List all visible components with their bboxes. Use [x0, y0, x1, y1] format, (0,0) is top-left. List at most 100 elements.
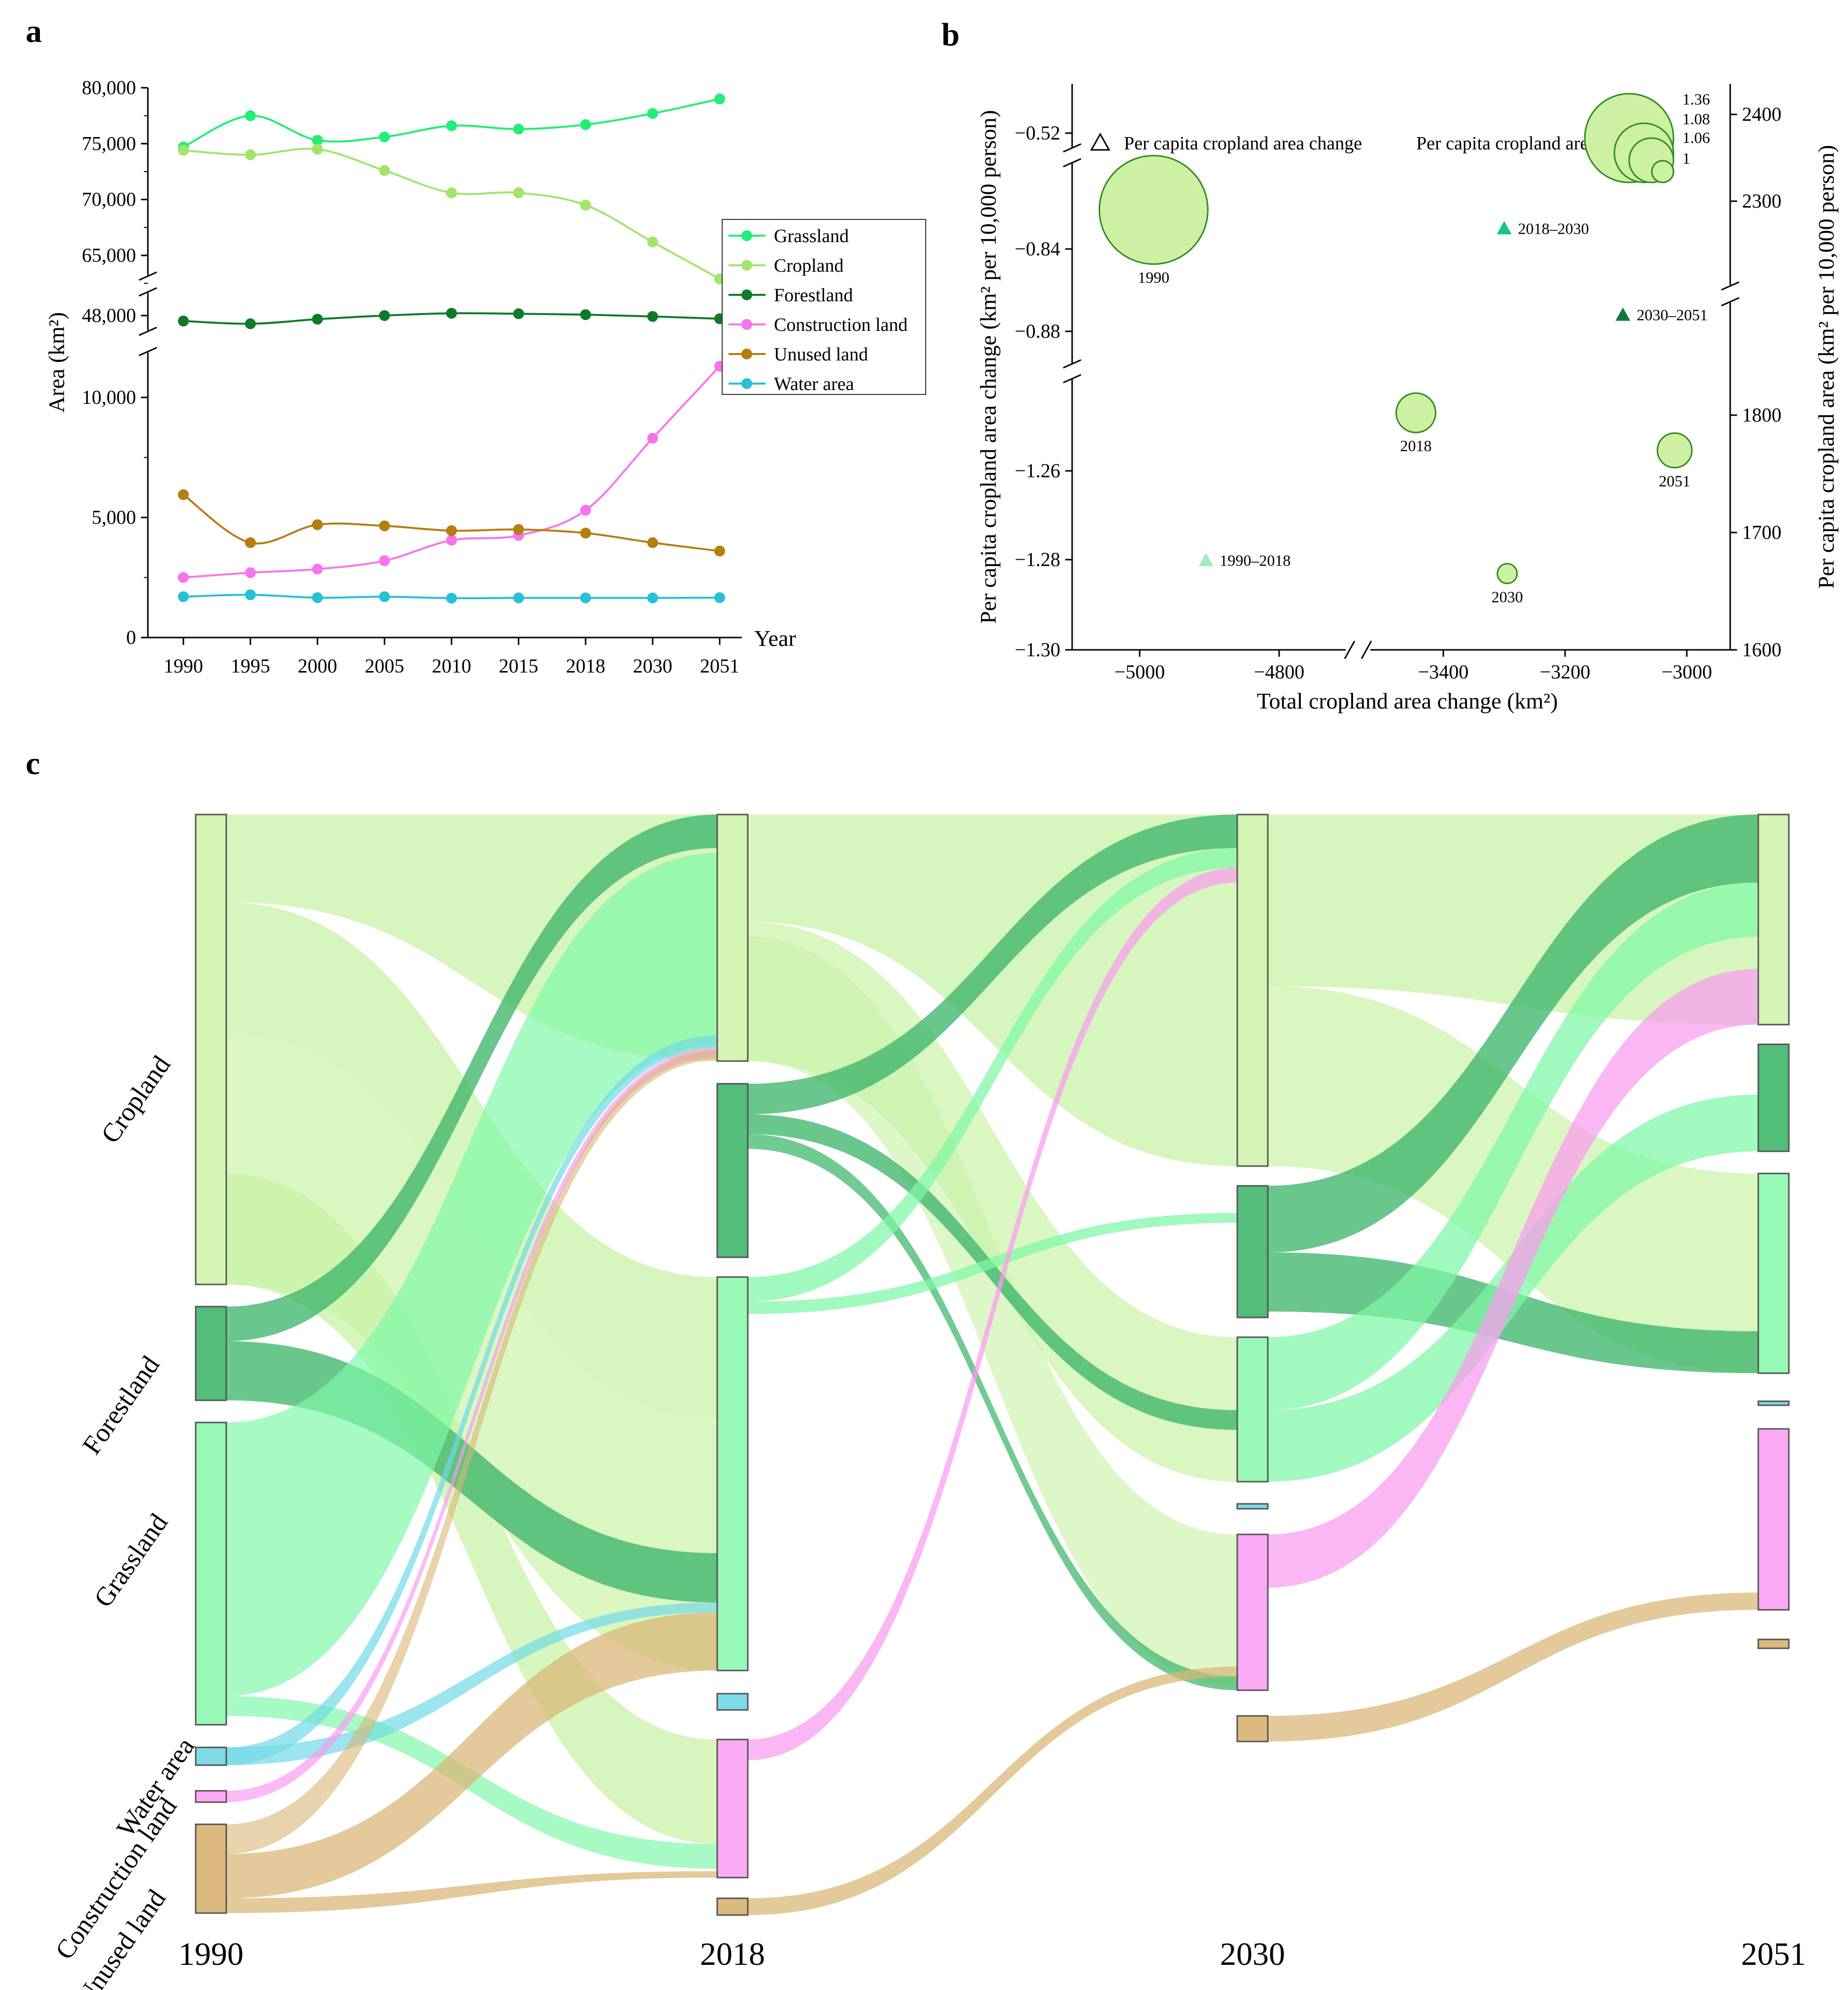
series-point: [178, 316, 189, 327]
series-point: [647, 432, 658, 444]
axis-break-mark: [139, 271, 157, 281]
series-point: [647, 108, 658, 119]
sankey-node-water: [716, 1693, 749, 1711]
left-y-tick-label: −1.26: [1014, 460, 1060, 482]
series-point: [647, 311, 658, 322]
left-y-tick-label: −1.28: [1014, 548, 1060, 570]
legend-bubble-value: 1.08: [1682, 110, 1710, 128]
series-point: [379, 591, 390, 603]
series-point: [312, 143, 323, 155]
y-axis-title: Area (km²): [44, 312, 69, 413]
series-line-construction-land: [183, 365, 721, 579]
sankey-node-grass: [1236, 1336, 1269, 1483]
line-chart-series: [178, 93, 725, 604]
sankey-flow-grass-to-crop: [748, 848, 1237, 1302]
sankey-flow-unused-to-cons: [226, 1871, 717, 1913]
sankey-node-water: [1236, 1503, 1269, 1510]
legend-marker: [741, 319, 752, 330]
axis-break-mark: [139, 347, 157, 356]
sankey-node-crop: [1757, 814, 1790, 1026]
series-point: [312, 135, 323, 146]
legend-marker: [741, 260, 752, 271]
left-y-tick-label: −1.30: [1014, 639, 1060, 661]
left-y-tick-label: −0.88: [1014, 320, 1060, 342]
series-point: [513, 123, 524, 135]
x-tick-label: −3200: [1540, 661, 1591, 683]
triangle-label: 1990–2018: [1220, 552, 1290, 569]
series-point: [245, 567, 256, 578]
sankey-nodes: [195, 814, 1790, 1916]
x-tick-label: 1995: [231, 655, 270, 677]
sankey-flow-unused-to-crop: [226, 1050, 717, 1854]
y-tick-label: 75,000: [82, 132, 136, 154]
sankey-node-forest: [1236, 1185, 1269, 1318]
legend-label: Unused land: [774, 344, 868, 365]
series-point: [379, 555, 390, 567]
legend-bubble: [1651, 160, 1674, 183]
x-tick-label: 2010: [432, 655, 471, 677]
series-point: [312, 564, 323, 575]
sankey-flow-grass-to-crop: [1268, 883, 1758, 1410]
sankey-flow-forest-to-cons: [748, 1134, 1237, 1690]
series-point: [647, 537, 658, 548]
x-tick-label: 2030: [633, 655, 672, 677]
sankey-class-label: Grassland: [88, 1508, 174, 1612]
triangle-1990–2018: [1198, 553, 1214, 567]
bubble-label: 2030: [1492, 588, 1523, 605]
legend-label: Cropland: [774, 255, 843, 276]
panel-c-letter: c: [26, 746, 40, 782]
x-tick-label: 2000: [298, 655, 337, 677]
series-point: [647, 592, 658, 604]
sankey-node-grass: [716, 1276, 749, 1671]
series-point: [379, 131, 390, 142]
sankey-node-forest: [1757, 1043, 1790, 1152]
series-point: [446, 593, 457, 604]
sankey-flows: [226, 815, 1758, 1915]
legend-bubble-value: 1.36: [1682, 90, 1710, 108]
sankey-node-forest: [716, 1083, 749, 1258]
sankey-flow-grass-to-crop: [226, 853, 717, 1696]
x-tick-label: 2018: [566, 655, 605, 677]
x-tick-label: 2051: [700, 655, 739, 677]
series-point: [446, 308, 457, 319]
line-chart-axes: 0 5,000 10,000 48,000 65,000 70,000 75,000 80,0…: [44, 76, 796, 677]
legend-label: Water area: [774, 374, 854, 394]
sankey-flow-water-to-crop: [226, 1035, 717, 1765]
sankey-node-crop: [716, 814, 749, 1062]
sankey-node-forest: [195, 1306, 227, 1401]
series-point: [714, 545, 725, 557]
legend-bubble-value: 1.06: [1682, 129, 1710, 146]
sankey-node-water: [1757, 1400, 1790, 1406]
series-point: [178, 591, 189, 603]
sankey-flow-crop-to-cons: [226, 1173, 717, 1844]
sankey-flow-forest-to-grass: [748, 1114, 1237, 1430]
line-chart-legend: Grassland Cropland Forestland Construction …: [722, 219, 926, 395]
x-axis-title: Total cropland area change (km²): [1257, 688, 1558, 713]
sankey-flow-crop-to-grass: [1268, 986, 1758, 1373]
axis-break-gap: [138, 275, 158, 293]
right-y-axis-title: Per capita cropland area (km² per 10,000…: [1813, 145, 1839, 589]
sankey-year-label: 1990: [178, 1936, 244, 1972]
right-y-tick-label: 1700: [1742, 521, 1781, 543]
legend-label: Grassland: [774, 226, 849, 247]
sankey-flow-cons-to-crop: [1268, 969, 1758, 1588]
x-tick-label: −4800: [1254, 661, 1305, 683]
sankey-flow-cons-to-crop: [748, 868, 1237, 1760]
y-tick-label: 70,000: [82, 188, 136, 211]
series-point: [312, 314, 323, 325]
right-y-tick-label: 1800: [1742, 404, 1781, 426]
legend-area-label: Per capita cropland area: [1416, 133, 1597, 154]
sankey-flow-unused-to-grass: [226, 1612, 717, 1898]
series-point: [446, 525, 457, 536]
series-point: [580, 309, 591, 320]
series-point: [580, 200, 591, 211]
sankey-flow-grass-to-forest: [748, 1213, 1237, 1314]
bubble-2018: [1395, 392, 1436, 433]
sankey-year-label: 2018: [700, 1936, 765, 1972]
sankey-year-label: 2051: [1741, 1936, 1806, 1972]
series-line-cropland: [183, 147, 720, 280]
x-break-mark: [1360, 640, 1372, 659]
sankey-node-crop: [1236, 814, 1269, 1167]
y-break-gap: [1062, 148, 1082, 163]
sankey-node-unused: [1757, 1638, 1790, 1649]
